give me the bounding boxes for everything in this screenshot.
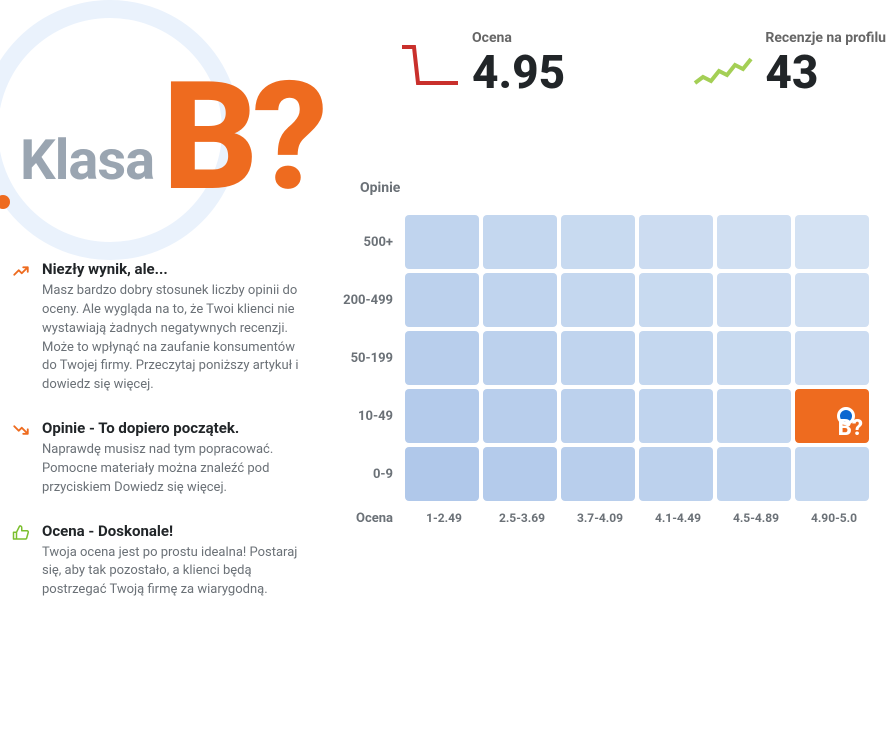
thumb-up-icon [12,522,32,601]
heatmap-row-label: 10-49 [330,409,405,424]
heatmap-cell [405,389,479,443]
heatmap-cell [717,389,791,443]
heatmap-cell [483,447,557,501]
heatmap-cell [405,331,479,385]
heatmap-cell [717,331,791,385]
trend-up-icon [12,260,32,395]
metric-ocena-label: Ocena [472,30,512,46]
metric-recenzje-value: 43 [765,50,818,96]
heatmap-col-label: 3.7-4.09 [561,511,639,526]
heatmap-cell [561,389,635,443]
feedback-item: Niezły wynik, ale... Masz bardzo dobry st… [12,260,300,395]
heatmap-cell [795,331,869,385]
feedback-body: Twoja ocena jest po prostu idealna! Post… [42,544,300,601]
heatmap-cell [717,447,791,501]
heatmap-col-label: 4.5-4.89 [717,511,795,526]
heatmap-row-label: 0-9 [330,467,405,482]
metric-ocena: Ocena 4.95 [400,30,565,96]
heatmap-row: 500+ [330,215,873,269]
heatmap-cell [795,273,869,327]
heatmap-highlight-text: B? [838,416,863,441]
feedback-item: Ocena - Doskonale! Twoja ocena jest po pr… [12,522,300,601]
heatmap-row: 50-199 [330,331,873,385]
heatmap-row: 0-9 [330,447,873,501]
heatmap-cell [639,331,713,385]
heatmap-cell [561,331,635,385]
heatmap-cell [561,215,635,269]
heatmap-cell [795,447,869,501]
heatmap-x-axis-label: Ocena [330,511,405,526]
heatmap-cell [483,215,557,269]
heatmap-row-label: 200-499 [330,293,405,308]
heatmap-cell [561,273,635,327]
heatmap-cell [483,389,557,443]
heatmap-cell [639,215,713,269]
heatmap-row: 200-499 [330,273,873,327]
feedback-title: Niezły wynik, ale... [42,260,300,278]
metric-ocena-value: 4.95 [472,50,565,96]
heatmap-cell [639,389,713,443]
trend-down-icon [12,419,32,498]
heatmap-cell [795,215,869,269]
metric-recenzje: Recenzje na profilu 43 [693,30,886,96]
heatmap-cell [717,273,791,327]
klasa-grade: B? [162,70,322,205]
heatmap-row-label: 500+ [330,235,405,250]
feedback-body: Masz bardzo dobry stosunek liczby opinii… [42,282,300,395]
heatmap-cell [405,447,479,501]
feedback-item: Opinie - To dopiero początek. Naprawdę mu… [12,419,300,498]
heatmap-cell [639,447,713,501]
feedback-title: Ocena - Doskonale! [42,522,300,540]
heatmap: 500+ 200-499 50-199 10-49 B? 0-9 Ocena1-2.492.… [330,215,873,526]
metric-recenzje-label: Recenzje na profilu [765,30,886,46]
heatmap-col-label: 2.5-3.69 [483,511,561,526]
heatmap-row-label: 50-199 [330,351,405,366]
heatmap-y-axis-label: Opinie [360,180,400,196]
feedback-list: Niezły wynik, ale... Masz bardzo dobry st… [0,260,310,624]
spark-ocena-icon [400,36,460,96]
heatmap-x-labels-row: Ocena1-2.492.5-3.693.7-4.094.1-4.494.5-4… [330,511,873,526]
klasa-heading: Klasa B? [20,70,322,205]
heatmap-cell [561,447,635,501]
heatmap-cell [405,215,479,269]
feedback-body: Naprawdę musisz nad tym popracować. Pomo… [42,441,300,498]
feedback-title: Opinie - To dopiero początek. [42,419,300,437]
heatmap-cell: B? [795,389,869,443]
heatmap-col-label: 1-2.49 [405,511,483,526]
heatmap-cell [483,331,557,385]
heatmap-cell [639,273,713,327]
heatmap-row: 10-49 B? [330,389,873,443]
heatmap-col-label: 4.1-4.49 [639,511,717,526]
heatmap-col-label: 4.90-5.0 [795,511,873,526]
heatmap-cell [483,273,557,327]
heatmap-cell [717,215,791,269]
spark-recenzje-icon [693,36,753,96]
heatmap-cell [405,273,479,327]
klasa-label: Klasa [20,127,154,193]
